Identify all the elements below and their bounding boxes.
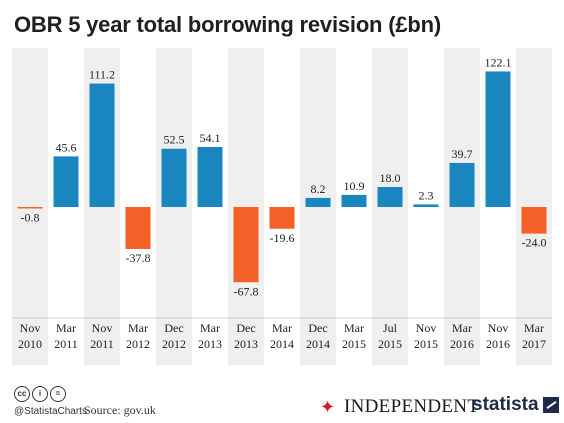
data-label: 52.5	[164, 133, 185, 147]
bar	[17, 207, 43, 209]
data-label: -19.6	[270, 231, 295, 245]
x-tick-label-month: Mar	[452, 321, 472, 335]
x-tick-label-year: 2012	[126, 337, 150, 351]
x-tick-label-month: Dec	[308, 321, 327, 335]
bar	[341, 194, 367, 207]
x-tick-label-year: 2011	[90, 337, 114, 351]
bar-chart: -0.8 Nov 2010 45.6 Mar 2011 111.2 Nov 2011 -37.8 M…	[12, 48, 552, 365]
background-band	[12, 48, 48, 365]
data-label: 2.3	[419, 188, 434, 202]
x-tick-label-month: Dec	[164, 321, 183, 335]
x-tick-label-month: Dec	[236, 321, 255, 335]
data-label: -24.0	[522, 236, 547, 250]
bar	[413, 204, 439, 207]
data-label: -37.8	[126, 251, 151, 265]
x-tick-label-year: 2015	[378, 337, 402, 351]
x-tick-label-year: 2013	[234, 337, 258, 351]
data-label: -0.8	[21, 211, 40, 225]
x-tick-label-year: 2014	[306, 337, 330, 351]
x-tick-label-month: Mar	[128, 321, 148, 335]
independent-wordmark: INDEPENDENT	[344, 396, 480, 417]
statista-wordmark: statista	[472, 394, 539, 415]
chart-title: OBR 5 year total borrowing revision (£bn…	[14, 12, 441, 37]
bar	[485, 71, 511, 208]
x-tick-label-year: 2012	[162, 337, 186, 351]
bar	[89, 83, 115, 207]
data-label: 8.2	[311, 182, 326, 196]
x-tick-label-month: Nov	[92, 321, 113, 335]
eagle-icon: ✦	[320, 397, 336, 417]
x-tick-label-year: 2016	[486, 337, 510, 351]
source-note: Source: gov.uk	[84, 403, 156, 417]
x-tick-label-month: Nov	[20, 321, 41, 335]
x-tick-label-month: Mar	[272, 321, 292, 335]
bar	[449, 162, 475, 207]
background-band	[516, 48, 552, 365]
creative-commons-icons: cc i =	[14, 386, 66, 402]
cc-icon: cc	[14, 386, 30, 402]
x-tick-label-year: 2011	[54, 337, 78, 351]
bar	[197, 146, 223, 207]
x-tick-label-month: Mar	[344, 321, 364, 335]
bar	[233, 207, 259, 283]
statista-handle: @StatistaCharts	[14, 406, 87, 417]
x-tick-label-month: Mar	[200, 321, 220, 335]
bar	[161, 148, 187, 207]
attribution-icon: i	[32, 386, 48, 402]
bar	[125, 207, 151, 249]
x-tick-label-year: 2014	[270, 337, 294, 351]
bar	[53, 156, 79, 207]
x-tick-label-year: 2017	[522, 337, 546, 351]
statista-mark-icon	[542, 397, 559, 413]
bar	[269, 207, 295, 229]
x-tick-label-year: 2013	[198, 337, 222, 351]
x-tick-label-month: Jul	[383, 321, 398, 335]
data-label: -67.8	[234, 284, 259, 298]
x-tick-label-year: 2010	[18, 337, 42, 351]
data-label: 45.6	[56, 140, 77, 154]
x-tick-label-month: Mar	[56, 321, 76, 335]
data-label: 111.2	[89, 68, 115, 82]
bar	[521, 207, 547, 234]
bar	[305, 197, 331, 207]
data-label: 10.9	[344, 179, 365, 193]
x-tick-label-year: 2016	[450, 337, 474, 351]
footer: cc i = @StatistaCharts Source: gov.uk ✦ …	[0, 380, 564, 423]
x-tick-label-month: Nov	[416, 321, 437, 335]
x-tick-label-month: Mar	[524, 321, 544, 335]
x-tick-label-year: 2015	[342, 337, 366, 351]
statista-logo: statista	[472, 394, 559, 416]
bar	[377, 187, 403, 207]
data-label: 39.7	[452, 147, 473, 161]
independent-logo: ✦ INDEPENDENT	[320, 396, 479, 418]
x-tick-label-month: Nov	[488, 321, 509, 335]
data-label: 18.0	[380, 171, 401, 185]
data-label: 122.1	[485, 55, 512, 69]
data-label: 54.1	[200, 131, 221, 145]
no-derivatives-icon: =	[50, 386, 66, 402]
background-band	[228, 48, 264, 365]
x-tick-label-year: 2015	[414, 337, 438, 351]
